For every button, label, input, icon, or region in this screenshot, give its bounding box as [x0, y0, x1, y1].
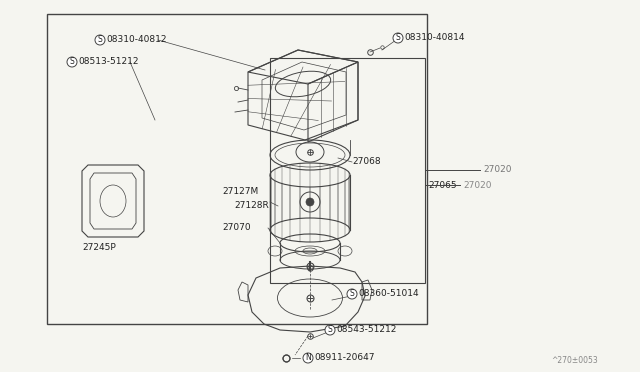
Circle shape — [393, 33, 403, 43]
Circle shape — [347, 289, 357, 299]
Text: S: S — [70, 58, 74, 67]
Text: 08310-40814: 08310-40814 — [404, 33, 465, 42]
Text: S: S — [328, 326, 332, 334]
Text: 08543-51212: 08543-51212 — [336, 326, 396, 334]
Text: 08911-20647: 08911-20647 — [314, 353, 374, 362]
Text: S: S — [98, 35, 102, 45]
Text: S: S — [349, 289, 355, 298]
Text: 27127M: 27127M — [222, 187, 259, 196]
Circle shape — [303, 353, 313, 363]
Text: 27020: 27020 — [483, 166, 511, 174]
Text: 08513-51212: 08513-51212 — [78, 58, 138, 67]
Text: 27070: 27070 — [222, 224, 251, 232]
Circle shape — [306, 198, 314, 206]
Text: 08360-51014: 08360-51014 — [358, 289, 419, 298]
Bar — [270, 58, 425, 283]
Circle shape — [325, 325, 335, 335]
Text: 27020: 27020 — [463, 180, 492, 189]
Text: 27245P: 27245P — [82, 244, 116, 253]
Text: ^270±0053: ^270±0053 — [551, 356, 598, 365]
Text: 08310-40812: 08310-40812 — [106, 35, 166, 45]
Text: N: N — [305, 353, 311, 362]
Circle shape — [67, 57, 77, 67]
Text: S: S — [396, 33, 401, 42]
Text: 27128R: 27128R — [234, 202, 269, 211]
Text: 27065: 27065 — [428, 180, 456, 189]
Text: 27068: 27068 — [352, 157, 381, 167]
Bar — [47, 14, 427, 324]
Circle shape — [95, 35, 105, 45]
